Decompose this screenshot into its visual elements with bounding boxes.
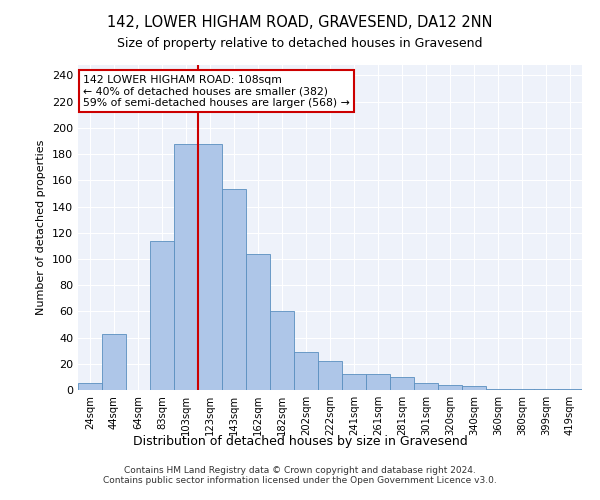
Text: Size of property relative to detached houses in Gravesend: Size of property relative to detached ho…	[117, 38, 483, 51]
Bar	[486, 388, 510, 390]
Bar	[102, 334, 126, 390]
Bar	[558, 388, 582, 390]
Text: Contains HM Land Registry data © Crown copyright and database right 2024.
Contai: Contains HM Land Registry data © Crown c…	[103, 466, 497, 485]
Y-axis label: Number of detached properties: Number of detached properties	[37, 140, 46, 315]
Bar	[462, 386, 486, 390]
Bar	[390, 377, 414, 390]
Bar	[414, 384, 438, 390]
Text: 142, LOWER HIGHAM ROAD, GRAVESEND, DA12 2NN: 142, LOWER HIGHAM ROAD, GRAVESEND, DA12 …	[107, 15, 493, 30]
Bar	[270, 312, 294, 390]
Bar	[246, 254, 270, 390]
Bar	[510, 388, 534, 390]
Bar	[318, 361, 342, 390]
Text: Distribution of detached houses by size in Gravesend: Distribution of detached houses by size …	[133, 435, 467, 448]
Bar	[174, 144, 198, 390]
Bar	[222, 190, 246, 390]
Bar	[366, 374, 390, 390]
Bar	[198, 144, 222, 390]
Bar	[150, 240, 174, 390]
Bar	[534, 388, 558, 390]
Bar	[294, 352, 318, 390]
Bar	[342, 374, 366, 390]
Bar	[78, 384, 102, 390]
Text: 142 LOWER HIGHAM ROAD: 108sqm
← 40% of detached houses are smaller (382)
59% of : 142 LOWER HIGHAM ROAD: 108sqm ← 40% of d…	[83, 74, 350, 108]
Bar	[438, 385, 462, 390]
